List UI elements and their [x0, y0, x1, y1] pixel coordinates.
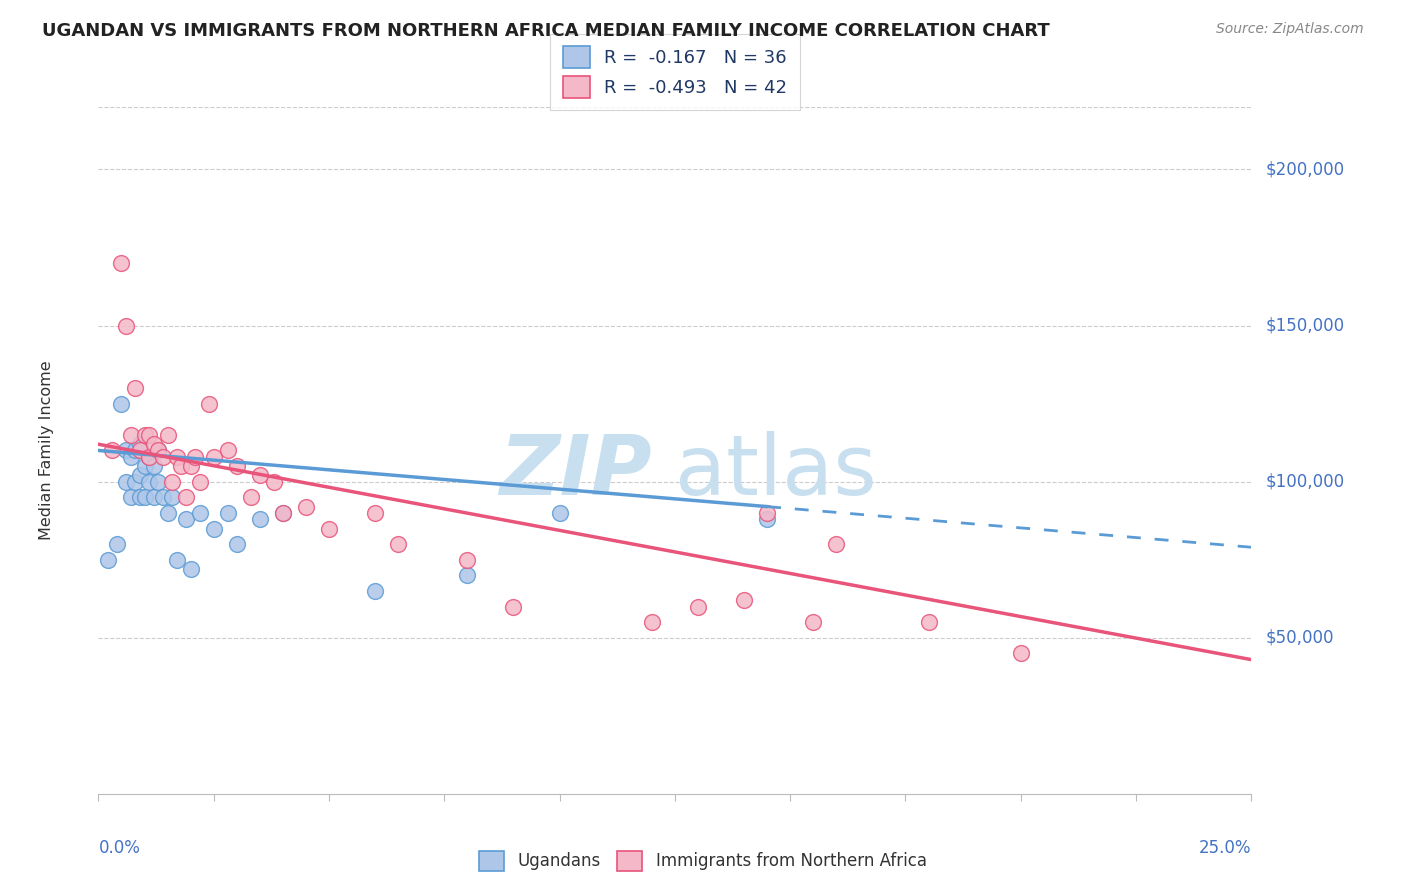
- Point: [825, 537, 848, 551]
- Point: [225, 537, 247, 551]
- Text: Source: ZipAtlas.com: Source: ZipAtlas.com: [1216, 22, 1364, 37]
- Point: [138, 450, 160, 464]
- Point: [295, 500, 318, 514]
- Point: [456, 568, 478, 582]
- Point: [188, 475, 211, 489]
- Point: [124, 443, 146, 458]
- Point: [138, 427, 160, 442]
- Point: [217, 443, 239, 458]
- Point: [105, 537, 128, 551]
- Point: [156, 506, 179, 520]
- Text: UGANDAN VS IMMIGRANTS FROM NORTHERN AFRICA MEDIAN FAMILY INCOME CORRELATION CHAR: UGANDAN VS IMMIGRANTS FROM NORTHERN AFRI…: [42, 22, 1050, 40]
- Point: [271, 506, 294, 520]
- Point: [180, 562, 202, 576]
- Point: [202, 450, 225, 464]
- Point: [180, 458, 202, 473]
- Text: 25.0%: 25.0%: [1199, 838, 1251, 856]
- Point: [364, 506, 387, 520]
- Point: [124, 381, 146, 395]
- Point: [174, 512, 197, 526]
- Point: [115, 475, 138, 489]
- Point: [120, 427, 142, 442]
- Point: [756, 506, 779, 520]
- Point: [101, 443, 124, 458]
- Point: [148, 443, 170, 458]
- Point: [202, 521, 225, 535]
- Text: $150,000: $150,000: [1265, 317, 1344, 334]
- Point: [364, 583, 387, 598]
- Point: [129, 437, 152, 451]
- Text: atlas: atlas: [675, 431, 876, 512]
- Point: [387, 537, 409, 551]
- Point: [174, 490, 197, 504]
- Text: $100,000: $100,000: [1265, 473, 1344, 491]
- Legend: Ugandans, Immigrants from Northern Africa: Ugandans, Immigrants from Northern Afric…: [471, 842, 935, 880]
- Point: [249, 468, 271, 483]
- Point: [110, 256, 132, 270]
- Point: [134, 490, 156, 504]
- Point: [801, 615, 824, 630]
- Text: Median Family Income: Median Family Income: [39, 360, 53, 541]
- Legend: R =  -0.167   N = 36, R =  -0.493   N = 42: R = -0.167 N = 36, R = -0.493 N = 42: [550, 34, 800, 111]
- Point: [217, 506, 239, 520]
- Point: [156, 427, 179, 442]
- Point: [138, 475, 160, 489]
- Point: [129, 490, 152, 504]
- Point: [502, 599, 524, 614]
- Point: [184, 450, 207, 464]
- Point: [134, 458, 156, 473]
- Text: $50,000: $50,000: [1265, 629, 1334, 647]
- Point: [129, 468, 152, 483]
- Point: [120, 450, 142, 464]
- Point: [198, 396, 221, 410]
- Text: $200,000: $200,000: [1265, 161, 1344, 178]
- Point: [686, 599, 709, 614]
- Point: [124, 475, 146, 489]
- Point: [129, 443, 152, 458]
- Point: [548, 506, 571, 520]
- Point: [456, 552, 478, 567]
- Text: ZIP: ZIP: [499, 431, 652, 512]
- Point: [110, 396, 132, 410]
- Point: [225, 458, 247, 473]
- Point: [756, 512, 779, 526]
- Point: [249, 512, 271, 526]
- Point: [115, 443, 138, 458]
- Point: [166, 552, 188, 567]
- Point: [160, 490, 183, 504]
- Point: [152, 450, 174, 464]
- Point: [917, 615, 939, 630]
- Point: [142, 458, 165, 473]
- Point: [115, 318, 138, 333]
- Point: [188, 506, 211, 520]
- Point: [271, 506, 294, 520]
- Point: [733, 593, 755, 607]
- Point: [170, 458, 193, 473]
- Point: [148, 443, 170, 458]
- Point: [120, 490, 142, 504]
- Point: [239, 490, 262, 504]
- Point: [142, 437, 165, 451]
- Text: 0.0%: 0.0%: [98, 838, 141, 856]
- Point: [318, 521, 340, 535]
- Point: [142, 490, 165, 504]
- Point: [641, 615, 664, 630]
- Point: [1010, 646, 1032, 660]
- Point: [263, 475, 285, 489]
- Point: [138, 450, 160, 464]
- Point: [97, 552, 120, 567]
- Point: [166, 450, 188, 464]
- Point: [152, 490, 174, 504]
- Point: [148, 475, 170, 489]
- Point: [134, 427, 156, 442]
- Point: [160, 475, 183, 489]
